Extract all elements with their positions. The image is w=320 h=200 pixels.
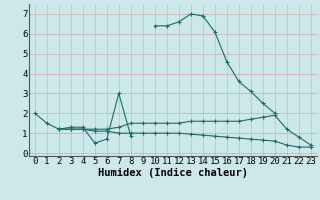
X-axis label: Humidex (Indice chaleur): Humidex (Indice chaleur) <box>98 168 248 178</box>
